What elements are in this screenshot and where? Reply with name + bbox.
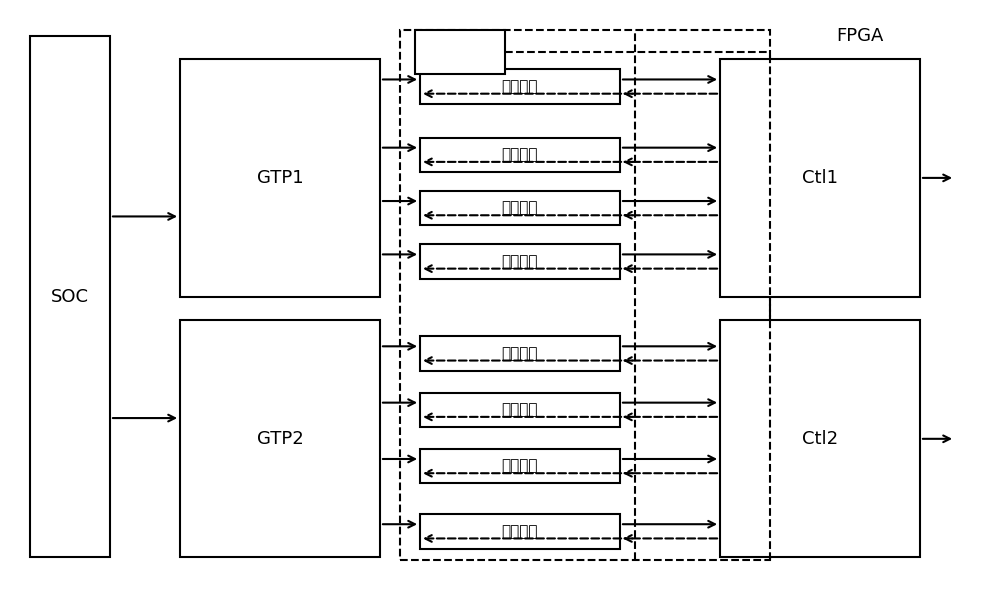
Bar: [30, 36, 110, 557]
Text: 缓存模块: 缓存模块: [502, 147, 538, 162]
Bar: [420, 514, 620, 549]
Bar: [180, 59, 380, 296]
Bar: [420, 191, 620, 225]
Bar: [420, 336, 620, 371]
Text: 缓存模块: 缓存模块: [502, 200, 538, 216]
Text: PLL: PLL: [446, 43, 474, 61]
Text: SOC: SOC: [51, 288, 89, 305]
Text: 缓存模块: 缓存模块: [502, 402, 538, 417]
Text: 缓存模块: 缓存模块: [502, 458, 538, 474]
Text: 缓存模块: 缓存模块: [502, 79, 538, 94]
Bar: [420, 69, 620, 104]
Bar: [720, 320, 920, 557]
Text: 缓存模块: 缓存模块: [502, 524, 538, 539]
Text: GTP2: GTP2: [257, 430, 303, 448]
Bar: [420, 393, 620, 427]
Bar: [420, 138, 620, 172]
Bar: [415, 30, 505, 74]
Bar: [420, 449, 620, 483]
Text: FPGA: FPGA: [836, 27, 884, 44]
Text: 缓存模块: 缓存模块: [502, 346, 538, 361]
Bar: [400, 30, 770, 560]
Bar: [420, 244, 620, 279]
Text: GTP1: GTP1: [257, 169, 303, 187]
Bar: [180, 320, 380, 557]
Text: 缓存模块: 缓存模块: [502, 254, 538, 269]
Text: Ctl2: Ctl2: [802, 430, 838, 448]
Bar: [720, 59, 920, 296]
Text: Ctl1: Ctl1: [802, 169, 838, 187]
